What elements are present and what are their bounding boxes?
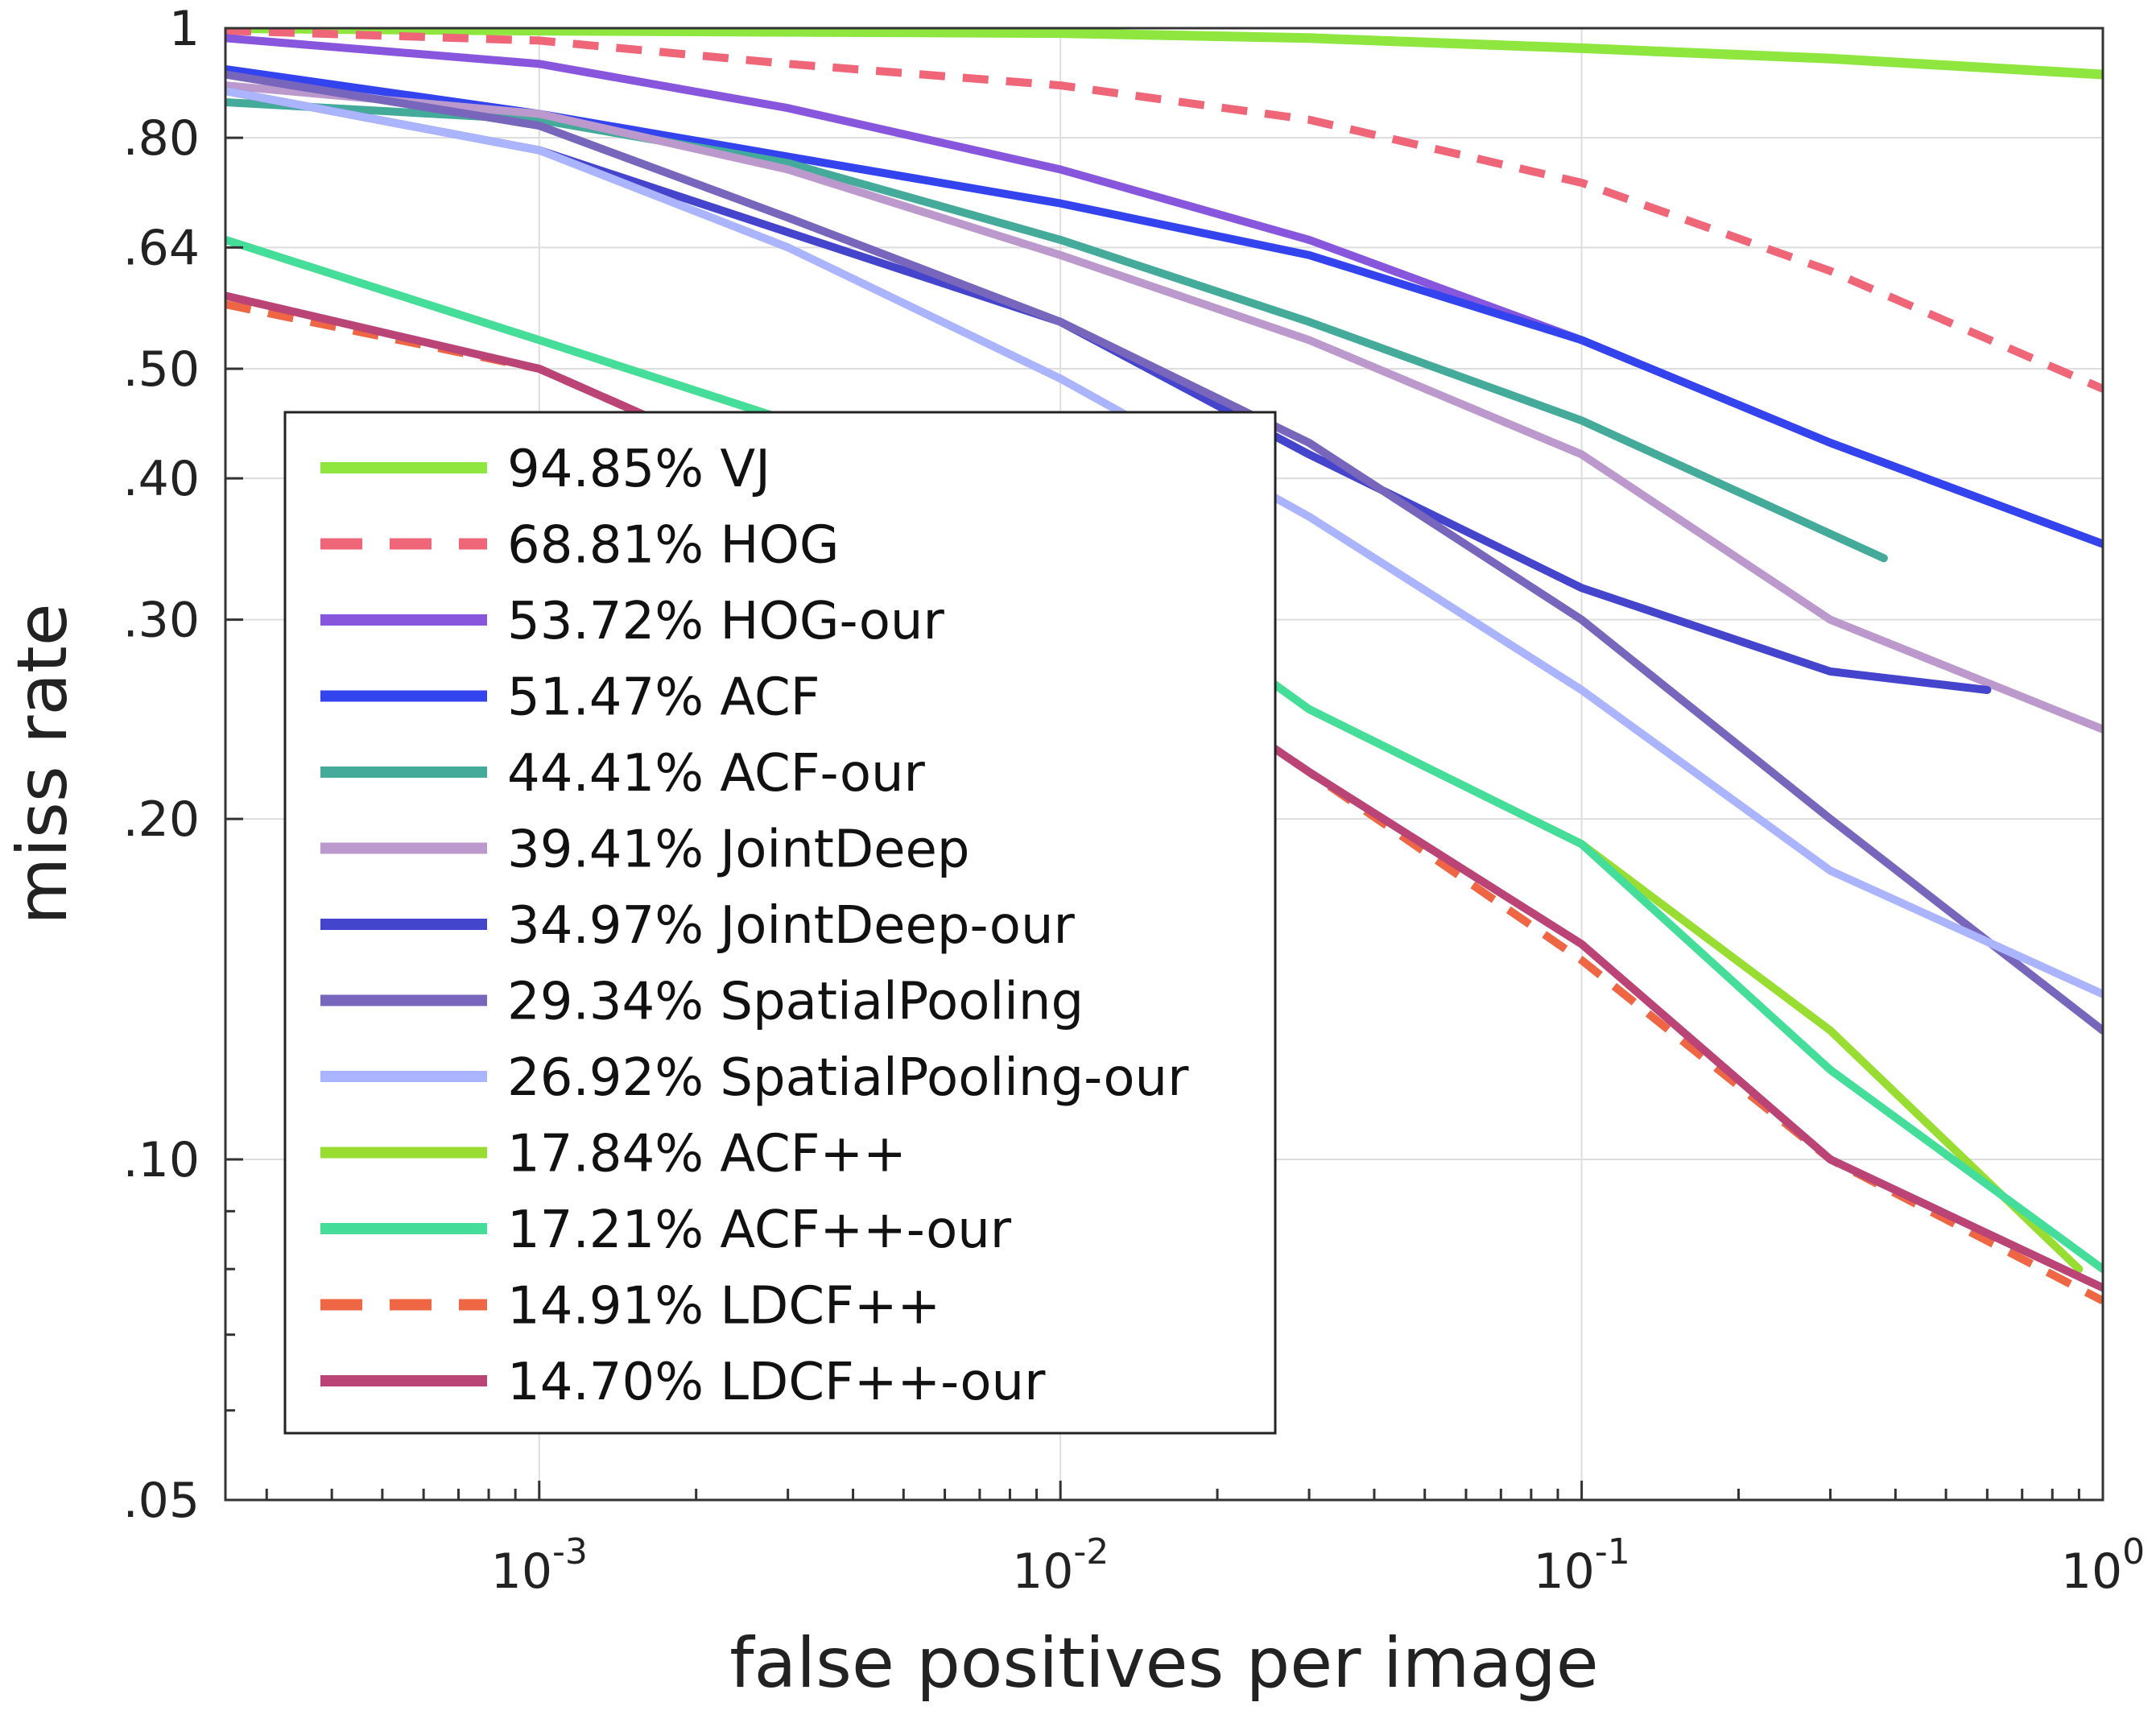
y-tick-label: .30 [123, 593, 200, 649]
series-line-jointdeep [225, 81, 2103, 733]
legend-entry-label: 44.41% ACF-our [507, 744, 926, 804]
ticks [225, 27, 2104, 1502]
series-line-acf-our [225, 98, 1888, 563]
tick-labels: 10-3 10-2 10-1 100 1 .80 .64 .50 .40 .30 .20 .10 .05 [123, 1, 2146, 1600]
plot-frame [224, 27, 2104, 1502]
y-tick-label: .05 [123, 1473, 200, 1529]
y-tick-label: .50 [123, 341, 200, 398]
y-tick-label: 1 [169, 1, 200, 57]
legend-entry-label: 39.41% JointDeep [507, 820, 970, 880]
y-tick-label: .40 [123, 451, 200, 507]
legend-entry-label: 51.47% ACF [507, 668, 820, 728]
y-tick-label: .10 [123, 1132, 200, 1188]
y-tick-label: .64 [123, 220, 200, 276]
legend-entry-label: 29.34% SpatialPooling [507, 973, 1084, 1032]
series-line-hog [225, 28, 2103, 393]
legend-entry-label: 68.81% HOG [507, 516, 839, 576]
y-tick-label: .20 [123, 791, 200, 848]
y-axis-title: miss rate [2, 603, 83, 924]
legend-entry-label: 53.72% HOG-our [507, 592, 944, 651]
y-tick-label: .80 [123, 110, 200, 167]
x-tick-label: 100 [2061, 1531, 2145, 1600]
legend-entry-label: 17.21% ACF++-our [507, 1200, 1012, 1260]
x-axis-title: false positives per image [729, 1623, 1598, 1704]
legend: 94.85% VJ 68.81% HOG 53.72% HOG-our 51.47% … [283, 411, 1277, 1435]
legend-entry-label: 34.97% JointDeep-our [507, 896, 1076, 956]
legend-entry-label: 14.70% LDCF++-our [507, 1353, 1046, 1412]
x-tick-label: 10-3 [491, 1531, 588, 1600]
x-tick-label: 10-1 [1533, 1531, 1629, 1600]
legend-entry-label: 17.84% ACF++ [507, 1125, 907, 1184]
legend-entry-label: 14.91% LDCF++ [507, 1277, 940, 1337]
x-tick-label: 10-2 [1012, 1531, 1109, 1600]
series-line-vj [225, 28, 2103, 80]
legend-entry-label: 26.92% SpatialPooling-our [507, 1048, 1189, 1108]
series-line-spatialpooling [225, 70, 2103, 1035]
legend-entry-label: 94.85% VJ [507, 440, 770, 499]
